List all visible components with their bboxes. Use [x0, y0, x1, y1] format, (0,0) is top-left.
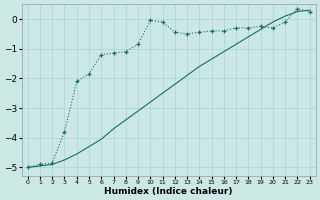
X-axis label: Humidex (Indice chaleur): Humidex (Indice chaleur) [104, 187, 233, 196]
